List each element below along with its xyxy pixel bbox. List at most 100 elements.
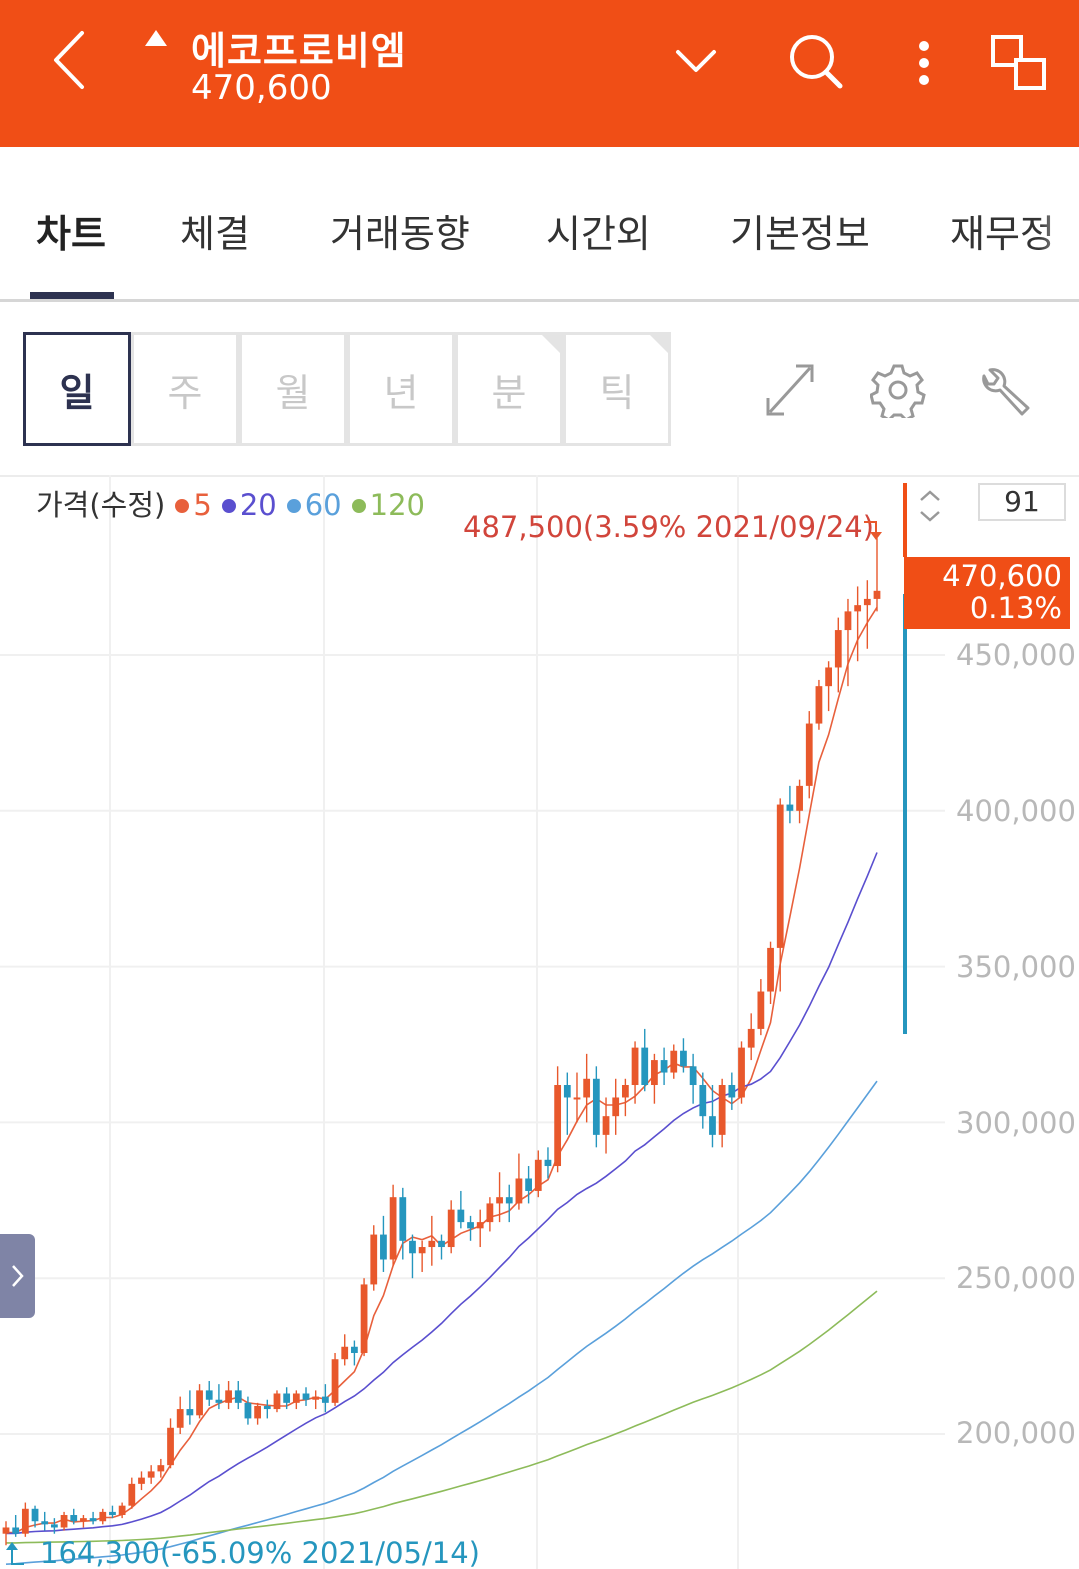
stock-price: 470,600: [191, 68, 332, 108]
candle-body: [70, 1515, 78, 1522]
window-switch-icon[interactable]: [988, 32, 1050, 94]
y-tick-label: 450,000: [956, 638, 1076, 672]
search-icon[interactable]: [786, 32, 846, 92]
tab-trades[interactable]: 체결: [180, 212, 250, 256]
candle-body: [815, 686, 823, 724]
tab-basic-info[interactable]: 기본정보: [730, 212, 870, 256]
back-icon: [54, 31, 84, 89]
candle-body: [418, 1247, 426, 1254]
candle-body: [399, 1197, 407, 1241]
candle-body: [41, 1521, 49, 1525]
legend-dot-icon: [351, 498, 366, 513]
legend-dot-icon: [221, 498, 236, 513]
scroll-arrows-icon[interactable]: [915, 486, 945, 526]
max-marker-icon: [864, 521, 882, 540]
legend-ma5: 5: [193, 488, 212, 522]
tab-trading-trends[interactable]: 거래동향: [330, 212, 470, 256]
current-price-value: 470,600: [942, 559, 1062, 593]
candle-body: [515, 1178, 523, 1204]
ma5-line: [6, 606, 878, 1534]
candle-body: [128, 1483, 136, 1506]
period-label: 일: [59, 370, 95, 415]
candle-body: [409, 1240, 416, 1254]
candle-body: [31, 1508, 39, 1522]
candle-body: [786, 804, 794, 811]
y-tick-label: 200,000: [956, 1416, 1076, 1450]
candle-body: [825, 667, 832, 687]
tab-after-hours[interactable]: 시간외: [546, 212, 651, 256]
period-week-button[interactable]: 주: [131, 332, 239, 446]
y-tick-label: 250,000: [956, 1261, 1076, 1295]
candle-body: [380, 1234, 387, 1260]
candle-body: [312, 1396, 320, 1400]
y-tick-label: 350,000: [956, 950, 1076, 984]
candle-body: [234, 1390, 242, 1403]
y-tick-label: 300,000: [956, 1106, 1076, 1140]
period-label: 틱: [599, 370, 635, 415]
candle-body: [641, 1047, 649, 1086]
candle-body: [747, 1028, 755, 1048]
wrench-icon[interactable]: [976, 362, 1036, 418]
chart-legend: 가격(수정) 5 20 60 120: [36, 482, 425, 524]
chevron-down-icon[interactable]: [672, 40, 720, 80]
candle-body: [738, 1047, 745, 1098]
candle-body: [2, 1527, 10, 1534]
range-bar: [903, 483, 907, 557]
tab-financials[interactable]: 재무정: [950, 212, 1055, 256]
period-tick-button[interactable]: 틱: [563, 332, 671, 446]
candle-body: [689, 1066, 697, 1086]
min-price-annotation: 164,300(-65.09% 2021/05/14): [40, 1536, 480, 1569]
chart-area[interactable]: [0, 475, 1079, 1569]
candle-body: [147, 1471, 155, 1478]
gear-icon[interactable]: [870, 362, 926, 418]
candle-body: [360, 1284, 368, 1353]
more-vertical-icon[interactable]: [912, 38, 936, 90]
period-year-button[interactable]: 년: [347, 332, 455, 446]
legend-ma60: 60: [304, 488, 342, 522]
tab-fade: [1039, 147, 1079, 297]
candlestick-chart[interactable]: [0, 475, 1079, 1569]
candle-body: [573, 1097, 581, 1100]
candle-body: [186, 1409, 194, 1416]
period-minute-button[interactable]: 분: [455, 332, 563, 446]
visible-count-input[interactable]: 91: [978, 483, 1066, 521]
candle-body: [805, 723, 813, 786]
candle-body: [60, 1515, 68, 1528]
ma20-line: [6, 852, 878, 1535]
legend-dot-icon: [286, 498, 301, 513]
range-bar: [903, 594, 907, 1034]
back-button[interactable]: [40, 25, 100, 95]
active-tab-indicator: [30, 292, 114, 299]
candle-body: [854, 605, 862, 612]
candle-body: [834, 630, 842, 668]
period-month-button[interactable]: 월: [239, 332, 347, 446]
period-day-button[interactable]: 일: [23, 332, 131, 446]
stock-name: 에코프로비엠: [191, 29, 407, 73]
candle-body: [563, 1085, 571, 1098]
candle-body: [651, 1060, 658, 1086]
candle-body: [167, 1427, 174, 1466]
candle-body: [215, 1399, 223, 1403]
period-label: 월: [275, 370, 311, 415]
candle-body: [757, 991, 765, 1029]
candle-body: [680, 1050, 687, 1067]
tab-chart[interactable]: 차트: [36, 212, 106, 256]
candle-body: [496, 1197, 503, 1204]
expand-icon[interactable]: [760, 358, 820, 422]
candle-body: [118, 1505, 126, 1516]
candle-body: [612, 1097, 620, 1117]
ma60-line: [5, 1080, 878, 1565]
candle-body: [225, 1390, 232, 1403]
candle-body: [457, 1209, 465, 1223]
app-header: 에코프로비엠 470,600: [0, 0, 1079, 147]
candle-body: [447, 1209, 455, 1248]
candle-body: [244, 1402, 252, 1419]
y-tick-label: 400,000: [956, 794, 1076, 828]
side-panel-toggle[interactable]: [0, 1234, 35, 1318]
tab-bar: 차트 체결 거래동향 시간외 기본정보 재무정: [0, 147, 1079, 302]
candle-body: [389, 1197, 397, 1260]
candle-body: [263, 1405, 271, 1410]
candle-body: [99, 1511, 107, 1522]
candle-body: [709, 1116, 716, 1135]
candle-body: [283, 1393, 291, 1403]
